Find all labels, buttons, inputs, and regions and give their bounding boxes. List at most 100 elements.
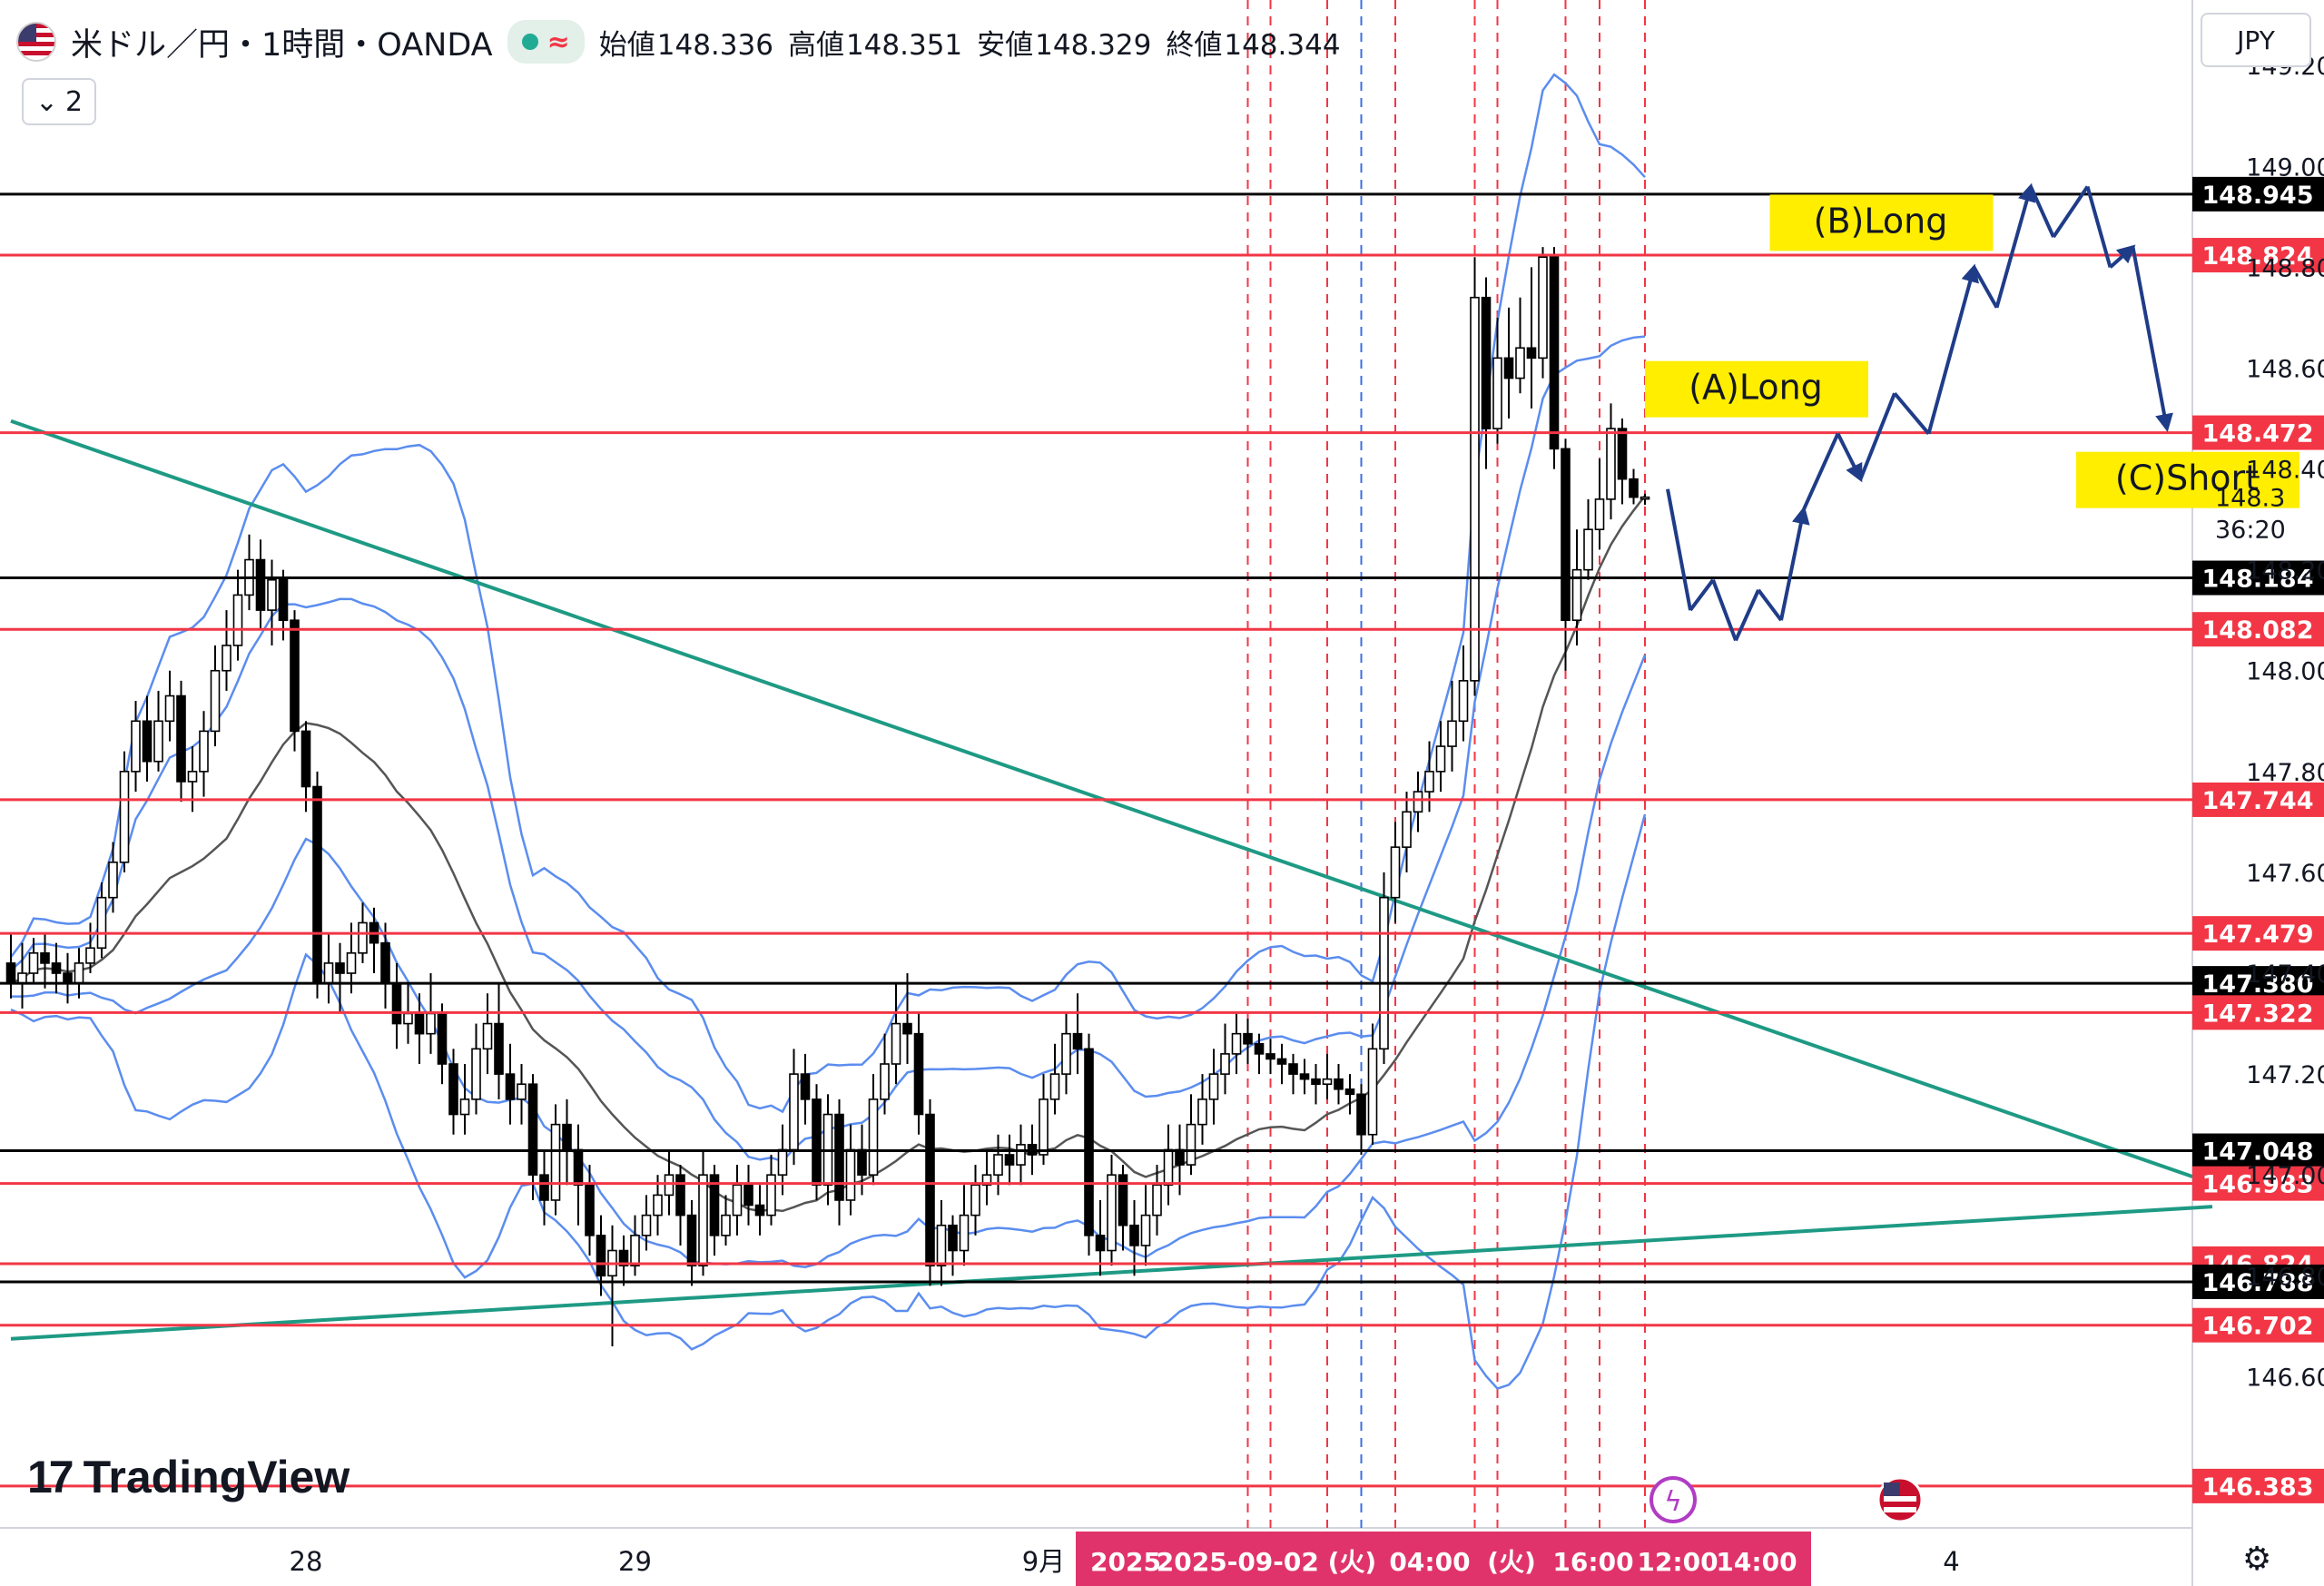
trendline[interactable] xyxy=(10,419,2213,1186)
candle-body xyxy=(1265,1053,1275,1060)
candle xyxy=(562,1098,572,1186)
candle xyxy=(1526,267,1537,409)
candle-body xyxy=(1549,256,1560,450)
candle-body xyxy=(494,1022,504,1075)
candle xyxy=(1435,721,1446,793)
candle-body xyxy=(1492,357,1502,429)
level-price-label: 147.380 xyxy=(2202,970,2314,999)
projection-segment xyxy=(1802,432,1840,510)
candle xyxy=(721,1195,731,1246)
candle-body xyxy=(17,972,27,984)
chevron-down-icon: ⌄ xyxy=(34,85,59,118)
candle-body xyxy=(380,941,390,984)
candle xyxy=(596,1215,606,1296)
last-price-label: 148.3 xyxy=(2215,485,2285,513)
candle-body xyxy=(925,1113,935,1266)
candle-body xyxy=(777,1148,788,1176)
candle-body xyxy=(1435,745,1446,773)
y-tick-label: 147.000 xyxy=(2246,1162,2324,1190)
candle-body xyxy=(766,1174,776,1217)
candle-body xyxy=(5,962,16,984)
candle xyxy=(1107,1154,1117,1266)
candle-body xyxy=(1095,1235,1106,1252)
candle-body xyxy=(721,1214,731,1236)
candle xyxy=(698,1149,708,1276)
level-tag-bg xyxy=(2192,612,2324,647)
candle-body xyxy=(1344,1088,1355,1096)
candle xyxy=(1583,498,1593,580)
candle xyxy=(1379,872,1389,1064)
candle-body xyxy=(698,1174,708,1266)
candle xyxy=(1220,1023,1230,1095)
level-price-tag: 146.702 xyxy=(2192,1307,2324,1343)
candle-body xyxy=(232,594,243,646)
annotation-label[interactable]: (B)Long xyxy=(1769,194,1994,251)
projection-segment xyxy=(1757,588,1783,622)
candle-body xyxy=(1402,811,1412,848)
x-tick-label: 29 xyxy=(618,1546,652,1577)
candle-body xyxy=(459,1098,470,1116)
time-highlight-label: 2025-09-02 (火) xyxy=(1157,1547,1376,1577)
level-tag-bg xyxy=(2192,995,2324,1030)
us-flag-event-icon[interactable] xyxy=(1876,1476,1924,1523)
candle-body xyxy=(278,578,289,621)
ohlc-close: 終値148.344 xyxy=(1166,28,1341,62)
annotation-bg xyxy=(2076,451,2299,508)
candle xyxy=(494,983,504,1099)
candle xyxy=(550,1104,561,1216)
projection-segment xyxy=(1711,579,1738,642)
candle-body xyxy=(176,694,186,783)
candle xyxy=(970,1165,980,1236)
projection-segment xyxy=(2109,244,2136,269)
candle xyxy=(993,1134,1003,1196)
symbol-title[interactable]: 米ドル／円・1時間・OANDA xyxy=(71,26,493,64)
candle xyxy=(1538,247,1548,379)
candle-body xyxy=(210,669,221,733)
candle xyxy=(108,842,118,913)
candle xyxy=(28,938,39,984)
candle-body xyxy=(1583,528,1593,571)
x-tick-label: 9月 xyxy=(1022,1546,1065,1577)
candle xyxy=(1118,1165,1128,1251)
level-price-label: 147.322 xyxy=(2202,1000,2314,1028)
candle xyxy=(232,569,243,661)
candle xyxy=(323,932,334,1004)
candle-body xyxy=(550,1123,561,1201)
y-tick-label: 147.800 xyxy=(2246,759,2324,787)
indicator-toggle-button[interactable]: ⌄ 2 xyxy=(22,78,96,125)
flash-event-icon[interactable]: ϟ xyxy=(1649,1476,1697,1523)
y-tick-label: 148.200 xyxy=(2246,557,2324,586)
annotation-bg xyxy=(1769,194,1994,251)
time-highlight-label: 12:00 xyxy=(1637,1547,1718,1577)
candle xyxy=(653,1175,663,1236)
settings-gear-icon[interactable]: ⚙ xyxy=(2242,1541,2272,1578)
candle-body xyxy=(970,1184,980,1217)
projection-segment xyxy=(1666,488,1692,611)
candle xyxy=(210,645,221,747)
candle xyxy=(891,983,901,1085)
candle-body xyxy=(834,1113,844,1201)
currency-button[interactable]: JPY xyxy=(2201,13,2311,67)
candle-body xyxy=(346,951,357,974)
candle-body xyxy=(981,1174,992,1187)
candle-body xyxy=(539,1174,549,1201)
candle xyxy=(1288,1053,1298,1095)
candle xyxy=(789,1049,799,1166)
time-highlight-label: 14:00 xyxy=(1716,1547,1797,1577)
projection-segment xyxy=(2085,185,2112,268)
candle xyxy=(732,1165,743,1236)
level-tag-bg xyxy=(2192,238,2324,273)
annotation-label[interactable]: (C)Short xyxy=(2076,451,2299,508)
annotation-label[interactable]: (A)Long xyxy=(1645,360,1868,418)
candle-body xyxy=(936,1224,947,1266)
candle xyxy=(51,942,62,994)
trendline[interactable] xyxy=(10,1205,2213,1341)
candle xyxy=(199,711,209,797)
candle-body xyxy=(437,1012,448,1065)
level-price-tag: 148.945 xyxy=(2192,176,2324,212)
candle xyxy=(153,690,163,772)
market-status-pill[interactable]: ≈ xyxy=(507,20,585,64)
time-highlight-label: 04:00 xyxy=(1389,1547,1470,1577)
candle-body xyxy=(959,1214,970,1252)
